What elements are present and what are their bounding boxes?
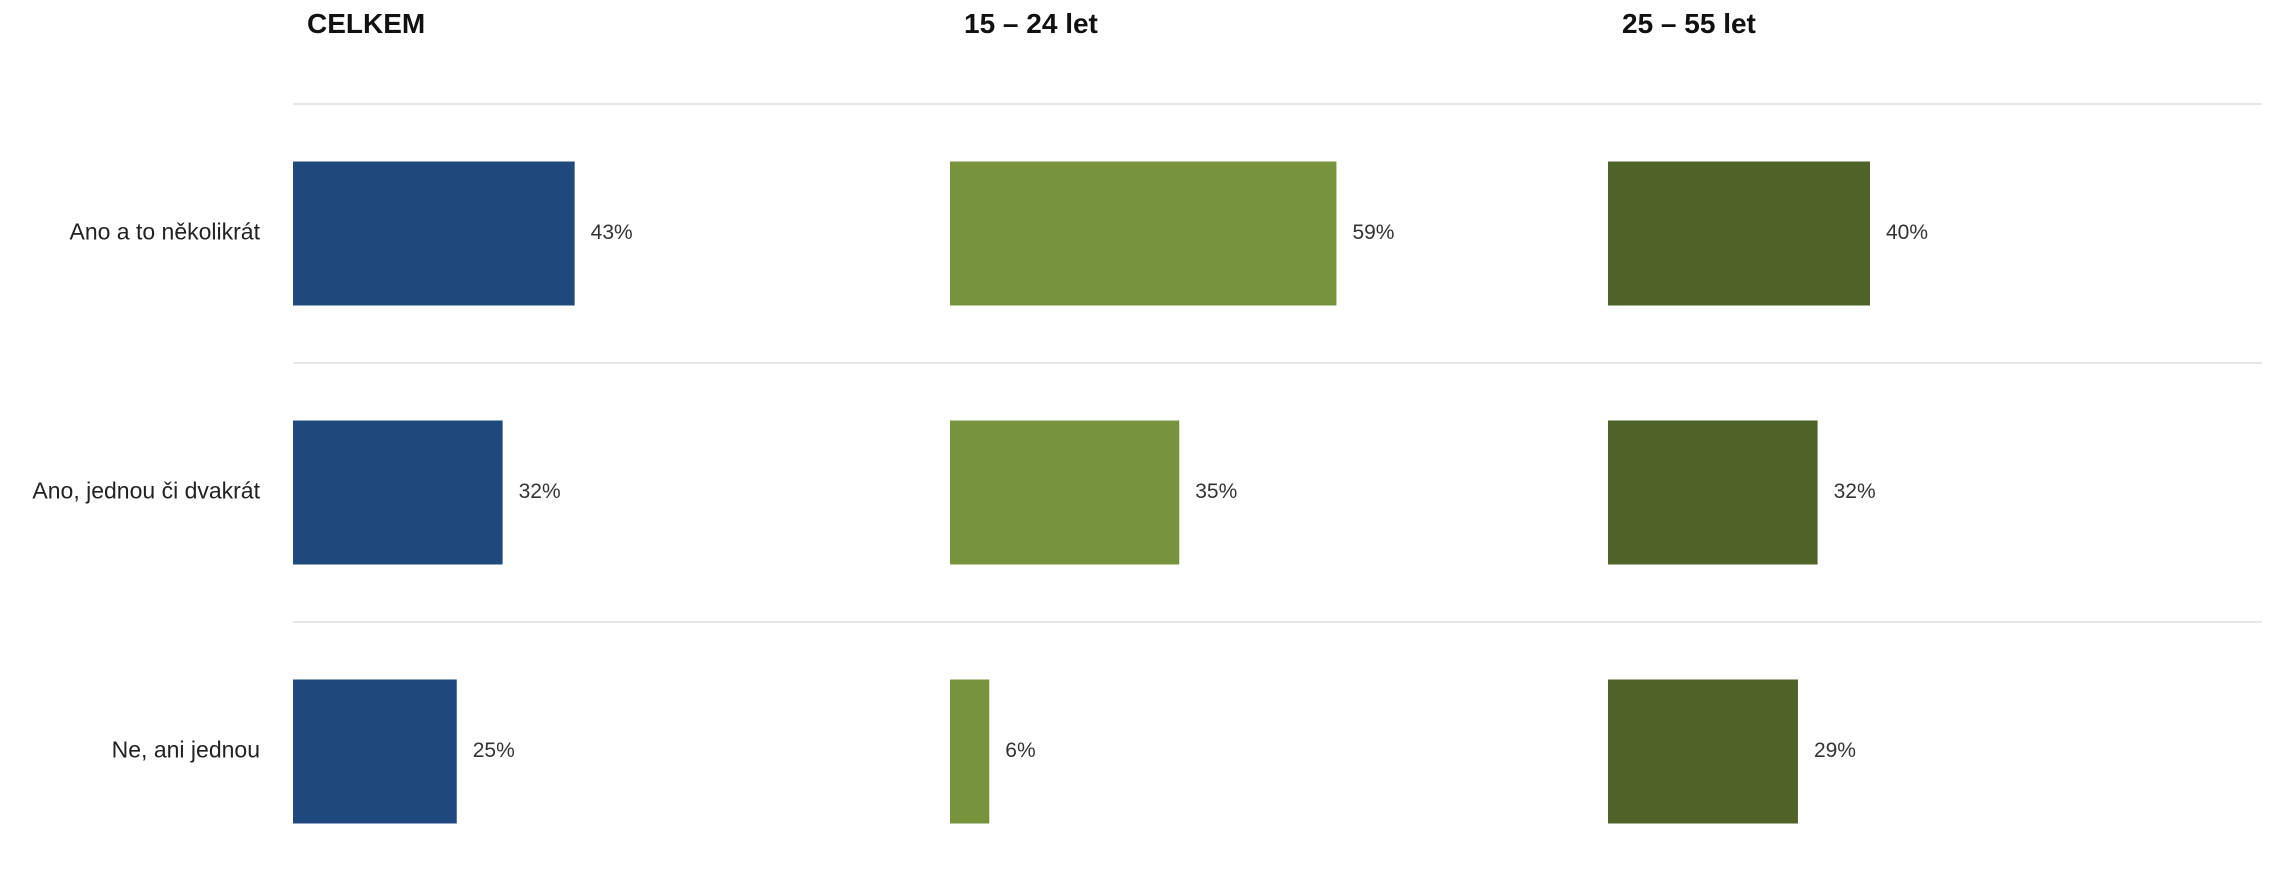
row-separators bbox=[293, 103, 2262, 623]
bar bbox=[950, 420, 1180, 565]
value-label: 59% bbox=[1352, 221, 1394, 244]
panel-title: 15 – 24 let bbox=[964, 8, 1098, 39]
category-label: Ano, jednou či dvakrát bbox=[32, 478, 260, 504]
value-label: 6% bbox=[1005, 739, 1035, 762]
bar bbox=[293, 679, 457, 824]
category-labels: Ano a to několikrát Ano, jednou či dvakrá… bbox=[32, 219, 260, 763]
value-label: 32% bbox=[1834, 480, 1876, 503]
value-label: 40% bbox=[1886, 221, 1928, 244]
value-label: 43% bbox=[591, 221, 633, 244]
panel-3: 25 – 55 let 40% 32% 29% bbox=[1608, 8, 1928, 824]
panel-2: 15 – 24 let 59% 35% 6% bbox=[950, 8, 1394, 824]
panel-title: CELKEM bbox=[307, 8, 425, 39]
bar bbox=[1608, 161, 1870, 306]
panel-1: CELKEM 43% 32% 25% bbox=[293, 8, 633, 824]
bar bbox=[950, 679, 990, 824]
bar bbox=[1608, 679, 1798, 824]
bar bbox=[950, 161, 1337, 306]
bar bbox=[293, 420, 503, 565]
category-label: Ne, ani jednou bbox=[112, 737, 260, 763]
value-label: 35% bbox=[1195, 480, 1237, 503]
panel-title: 25 – 55 let bbox=[1622, 8, 1756, 39]
value-label: 32% bbox=[519, 480, 561, 503]
bar bbox=[293, 161, 575, 306]
bar bbox=[1608, 420, 1818, 565]
value-label: 25% bbox=[473, 739, 515, 762]
chart-panels: CELKEM 43% 32% 25% 15 – 24 let 59% 35% 6% 25 – 5… bbox=[293, 8, 1928, 824]
category-label: Ano a to několikrát bbox=[69, 219, 260, 245]
value-label: 29% bbox=[1814, 739, 1856, 762]
